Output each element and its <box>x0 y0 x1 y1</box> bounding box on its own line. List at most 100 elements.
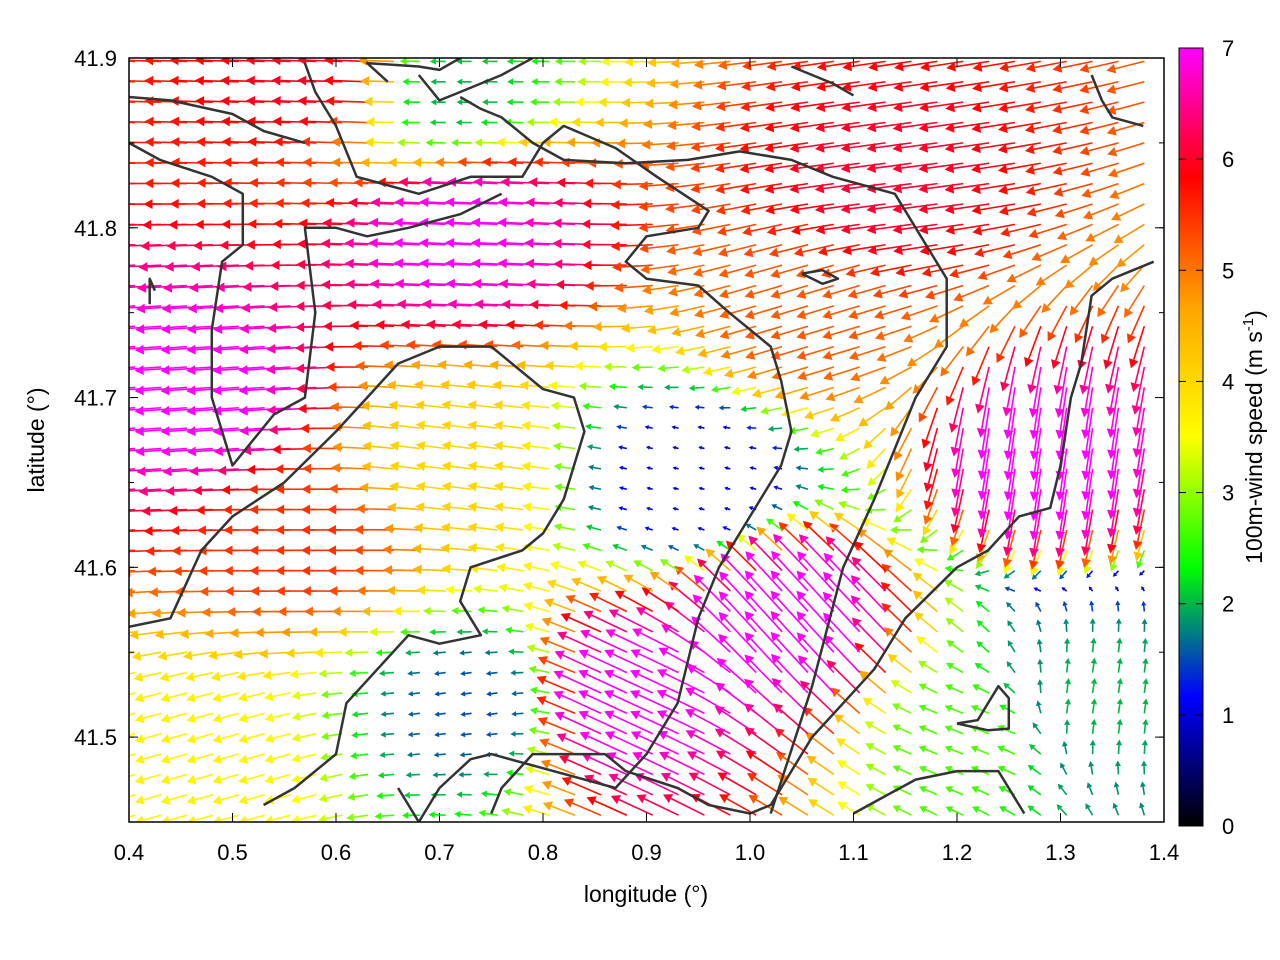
wind-arrow <box>958 305 990 328</box>
wind-arrow <box>1026 203 1067 217</box>
wind-arrow <box>876 345 912 362</box>
wind-arrow <box>537 717 576 735</box>
coastline <box>129 95 306 145</box>
wind-arrow <box>745 551 783 592</box>
wind-arrow <box>264 814 291 822</box>
wind-arrow <box>764 121 809 133</box>
wind-arrow <box>604 710 654 735</box>
wind-arrow <box>388 400 420 411</box>
wind-arrow <box>1069 285 1094 316</box>
wind-arrow <box>402 78 420 86</box>
wind-arrow <box>1055 529 1068 570</box>
wind-arrow <box>1079 60 1119 74</box>
wind-arrow <box>467 440 498 451</box>
wind-arrow <box>501 604 524 613</box>
x-tick-label: 0.6 <box>321 840 352 865</box>
wind-arrow <box>456 58 472 65</box>
wind-arrow <box>672 506 679 511</box>
wind-arrow <box>1031 570 1042 580</box>
wind-arrow <box>511 690 524 697</box>
wind-arrow <box>1132 448 1146 499</box>
wind-arrow <box>778 796 809 816</box>
wind-arrow <box>1142 718 1149 734</box>
wind-arrow <box>685 687 731 715</box>
wind-arrow <box>528 665 550 674</box>
wind-arrow <box>1029 428 1042 481</box>
wind-arrow <box>1088 244 1119 266</box>
wind-arrow <box>866 203 912 214</box>
wind-arrow <box>1100 305 1120 344</box>
wind-arrow <box>1052 142 1093 155</box>
wind-arrow <box>643 305 679 315</box>
wind-arrow <box>815 121 860 133</box>
wind-arrow <box>565 594 602 613</box>
wind-arrow <box>853 386 886 404</box>
wind-arrow <box>245 75 291 86</box>
wind-arrow <box>716 657 757 694</box>
wind-arrow <box>459 751 472 758</box>
wind-arrow <box>349 320 394 331</box>
wind-arrow <box>918 725 938 735</box>
wind-arrow <box>129 468 136 471</box>
wind-arrow <box>694 305 731 319</box>
wind-arrow <box>1061 587 1068 592</box>
wind-arrow <box>748 445 757 450</box>
wind-arrow <box>1035 700 1042 714</box>
wind-arrow <box>337 626 369 637</box>
wind-arrow <box>481 628 498 635</box>
wind-arrow <box>458 771 472 778</box>
wind-arrow <box>822 325 860 340</box>
wind-arrow <box>925 284 964 300</box>
wind-arrow <box>1025 101 1067 114</box>
wind-arrow <box>692 243 731 257</box>
wind-arrow <box>810 427 835 438</box>
wind-arrow <box>318 793 343 803</box>
wind-arrow <box>441 400 472 411</box>
wind-arrow <box>806 755 835 776</box>
wind-arrow <box>867 101 912 113</box>
wind-arrow <box>686 751 731 776</box>
wind-arrow <box>348 669 369 677</box>
wind-arrow <box>613 403 627 410</box>
wind-arrow <box>415 481 446 492</box>
wind-arrow <box>744 570 783 613</box>
wind-arrow <box>541 780 576 796</box>
wind-arrow <box>841 80 886 92</box>
wind-arrow <box>129 427 136 430</box>
wind-arrow <box>740 405 757 413</box>
wind-arrow <box>186 753 214 764</box>
wind-arrow <box>460 731 472 738</box>
wind-arrow <box>672 445 679 450</box>
wind-arrow <box>864 721 886 735</box>
wind-arrow <box>977 427 990 481</box>
wind-arrow <box>977 448 990 501</box>
wind-arrow <box>129 651 136 655</box>
wind-arrow <box>397 138 420 147</box>
wind-arrow <box>405 649 420 656</box>
wind-arrow <box>770 305 809 320</box>
wind-arrow <box>833 714 861 735</box>
wind-arrow <box>129 753 136 757</box>
wind-arrow <box>504 626 524 634</box>
wind-arrow <box>971 101 1016 113</box>
wind-arrow <box>350 751 369 760</box>
wind-arrow <box>1052 162 1093 176</box>
wind-arrow <box>208 650 239 660</box>
wind-arrow <box>618 445 627 450</box>
wind-arrow <box>868 60 912 72</box>
wind-arrow <box>867 243 912 255</box>
wind-arrow <box>840 203 886 214</box>
wind-arrow <box>808 799 835 816</box>
wind-arrow <box>998 182 1041 195</box>
wind-arrow <box>767 425 783 432</box>
wind-arrow <box>1029 509 1042 558</box>
wind-arrow <box>238 712 265 723</box>
wind-arrow <box>865 784 886 796</box>
wind-arrow <box>1089 618 1096 632</box>
wind-arrow <box>610 199 653 210</box>
wind-arrow <box>918 121 964 133</box>
wind-arrow <box>433 751 446 758</box>
wind-arrow <box>451 138 472 147</box>
wind-arrow <box>982 284 1016 305</box>
wind-arrow <box>630 710 679 735</box>
